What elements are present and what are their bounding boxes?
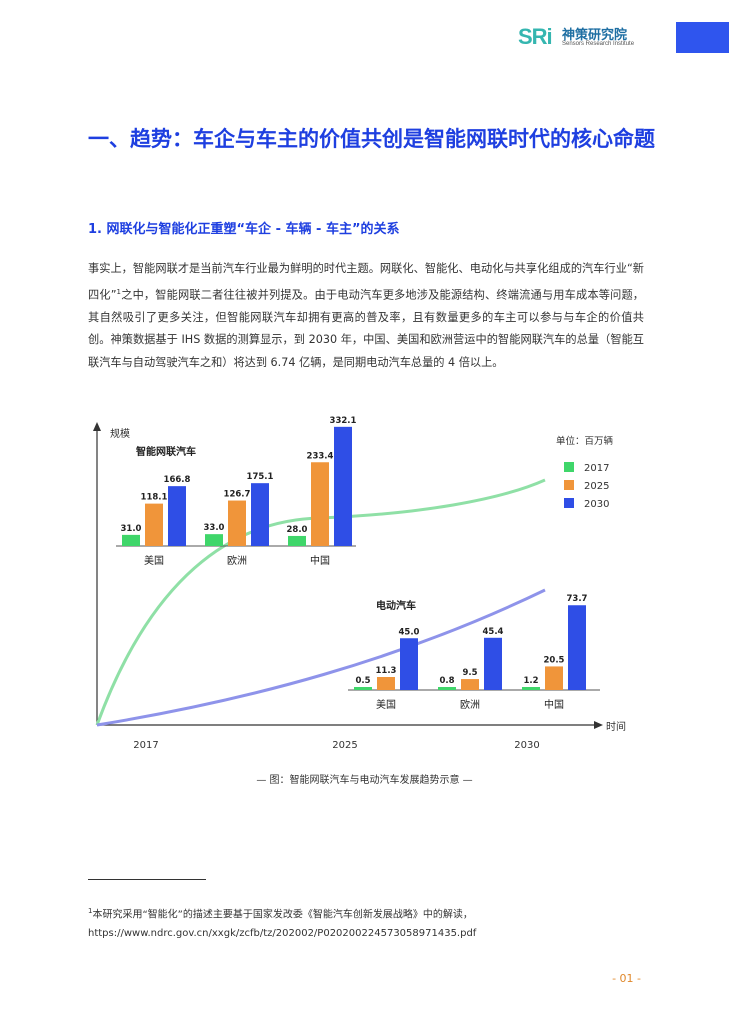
category-label: 美国 bbox=[144, 554, 164, 567]
institute-logo: SRi 神策研究院 Sensors Research Institute bbox=[518, 22, 668, 52]
bar-value-label: 73.7 bbox=[567, 594, 588, 604]
logo-chinese-name: 神策研究院 bbox=[562, 28, 628, 43]
chart-legend: 2017 2025 2030 bbox=[564, 462, 609, 510]
bar-中国-2025 bbox=[545, 666, 563, 690]
bar-美国-2017 bbox=[122, 534, 140, 546]
bar-value-label: 126.7 bbox=[224, 490, 251, 500]
category-label: 中国 bbox=[544, 698, 564, 711]
bar-value-label: 0.5 bbox=[355, 676, 370, 686]
y-axis-arrow bbox=[93, 422, 101, 431]
bar-欧洲-2030 bbox=[251, 483, 269, 546]
footnote-text[interactable]: 本研究采用“智能化”的描述主要基于国家发改委《智能汽车创新发展战略》中的解读，h… bbox=[88, 909, 477, 940]
bar-美国-2025 bbox=[145, 503, 163, 546]
ev-chart-title: 电动汽车 bbox=[376, 599, 416, 612]
corner-accent-block bbox=[676, 22, 729, 53]
footnote-ref[interactable]: 1 bbox=[116, 287, 122, 296]
bar-中国-2030 bbox=[568, 605, 586, 690]
category-label: 欧洲 bbox=[227, 555, 247, 567]
bar-欧洲-2025 bbox=[461, 679, 479, 690]
bar-value-label: 28.0 bbox=[287, 525, 308, 535]
bar-美国-2030 bbox=[400, 638, 418, 690]
bar-value-label: 33.0 bbox=[204, 523, 225, 533]
bar-中国-2017 bbox=[522, 687, 540, 690]
legend-swatch-2017 bbox=[564, 462, 574, 472]
page-number: - 01 - bbox=[612, 972, 641, 985]
bar-中国-2025 bbox=[311, 462, 329, 546]
category-label: 中国 bbox=[310, 554, 330, 567]
category-label: 美国 bbox=[376, 698, 396, 711]
smart-chart-title: 智能网联汽车 bbox=[136, 445, 196, 458]
x-tick-2030: 2030 bbox=[514, 740, 539, 751]
logo-english-name: Sensors Research Institute bbox=[562, 41, 635, 47]
footnote: 1本研究采用“智能化”的描述主要基于国家发改委《智能汽车创新发展战略》中的解读，… bbox=[88, 902, 648, 943]
bar-value-label: 45.0 bbox=[399, 627, 420, 637]
bar-value-label: 20.5 bbox=[544, 655, 565, 665]
bar-value-label: 175.1 bbox=[247, 472, 274, 482]
paragraph-text-b: 之中，智能网联二者往往被并列提及。由于电动汽车更多地涉及能源结构、终端流通与用车… bbox=[88, 288, 644, 369]
bar-value-label: 1.2 bbox=[523, 676, 538, 686]
footnote-number: 1 bbox=[88, 907, 93, 915]
bar-欧洲-2030 bbox=[484, 637, 502, 690]
legend-label-2017: 2017 bbox=[584, 463, 609, 474]
bar-value-label: 11.3 bbox=[376, 666, 397, 676]
ev-bar-chart: 0.5 11.3 45.0 美国 0.8 9.5 45.4 欧洲 1.2 20.5 73.7 中国 bbox=[348, 594, 600, 711]
bar-value-label: 9.5 bbox=[462, 668, 477, 678]
bar-中国-2017 bbox=[288, 535, 306, 546]
bar-value-label: 31.0 bbox=[121, 524, 142, 534]
bar-欧洲-2017 bbox=[205, 534, 223, 546]
section-heading: 一、趋势：车企与车主的价值共创是智能网联时代的核心命题 bbox=[88, 127, 655, 151]
logo-mark: SRi bbox=[518, 24, 553, 49]
bar-欧洲-2025 bbox=[228, 500, 246, 546]
body-paragraph: 事实上，智能网联才是当前汽车行业最为鲜明的时代主题。网联化、智能化、电动化与共享… bbox=[88, 258, 644, 374]
bar-美国-2030 bbox=[168, 486, 186, 546]
paragraph-text-a: 事实上，智能网联才是当前汽车行业最为鲜明的时代主题。网联化、智能化、电动化与共享… bbox=[88, 262, 644, 302]
bar-value-label: 233.4 bbox=[307, 451, 334, 461]
x-tick-2025: 2025 bbox=[332, 740, 357, 751]
category-label: 欧洲 bbox=[460, 699, 480, 711]
x-axis-label: 时间 bbox=[606, 720, 626, 733]
x-tick-2017: 2017 bbox=[133, 740, 158, 751]
bar-value-label: 166.8 bbox=[164, 475, 191, 485]
x-axis-arrow bbox=[594, 721, 603, 729]
subsection-heading: 1. 网联化与智能化正重塑“车企 - 车辆 - 车主”的关系 bbox=[88, 222, 400, 237]
bar-美国-2025 bbox=[377, 677, 395, 690]
bar-美国-2017 bbox=[354, 687, 372, 690]
figure-caption: — 图：智能网联汽车与电动汽车发展趋势示意 — bbox=[256, 775, 473, 786]
y-axis-label: 规模 bbox=[110, 427, 130, 440]
bar-value-label: 118.1 bbox=[141, 493, 168, 503]
ev-trend-curve bbox=[96, 588, 546, 727]
bar-中国-2030 bbox=[334, 426, 352, 546]
legend-swatch-2030 bbox=[564, 498, 574, 508]
legend-unit: 单位：百万辆 bbox=[556, 435, 614, 447]
smart-car-bar-chart: 31.0 118.1 166.8 美国 33.0 126.7 175.1 欧洲 28.0 233.… bbox=[116, 416, 357, 567]
bar-value-label: 332.1 bbox=[330, 416, 357, 426]
legend-label-2025: 2025 bbox=[584, 481, 609, 492]
bar-value-label: 45.4 bbox=[483, 627, 504, 637]
legend-label-2030: 2030 bbox=[584, 499, 609, 510]
legend-swatch-2025 bbox=[564, 480, 574, 490]
bar-欧洲-2017 bbox=[438, 687, 456, 690]
bar-value-label: 0.8 bbox=[439, 676, 454, 686]
footnote-divider bbox=[88, 879, 206, 880]
